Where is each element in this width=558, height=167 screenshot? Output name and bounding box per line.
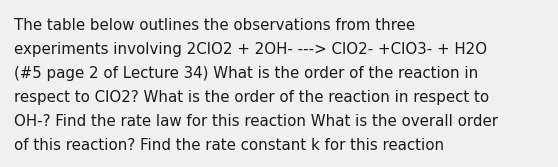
Text: OH-? Find the rate law for this reaction What is the overall order: OH-? Find the rate law for this reaction… (14, 114, 498, 129)
Text: experiments involving 2ClO2 + 2OH- ---> ClO2- +ClO3- + H2O: experiments involving 2ClO2 + 2OH- ---> … (14, 42, 487, 57)
Text: The table below outlines the observations from three: The table below outlines the observation… (14, 18, 415, 33)
Text: respect to ClO2? What is the order of the reaction in respect to: respect to ClO2? What is the order of th… (14, 90, 489, 105)
Text: (#5 page 2 of Lecture 34) What is the order of the reaction in: (#5 page 2 of Lecture 34) What is the or… (14, 66, 478, 81)
Text: of this reaction? Find the rate constant k for this reaction: of this reaction? Find the rate constant… (14, 138, 444, 153)
